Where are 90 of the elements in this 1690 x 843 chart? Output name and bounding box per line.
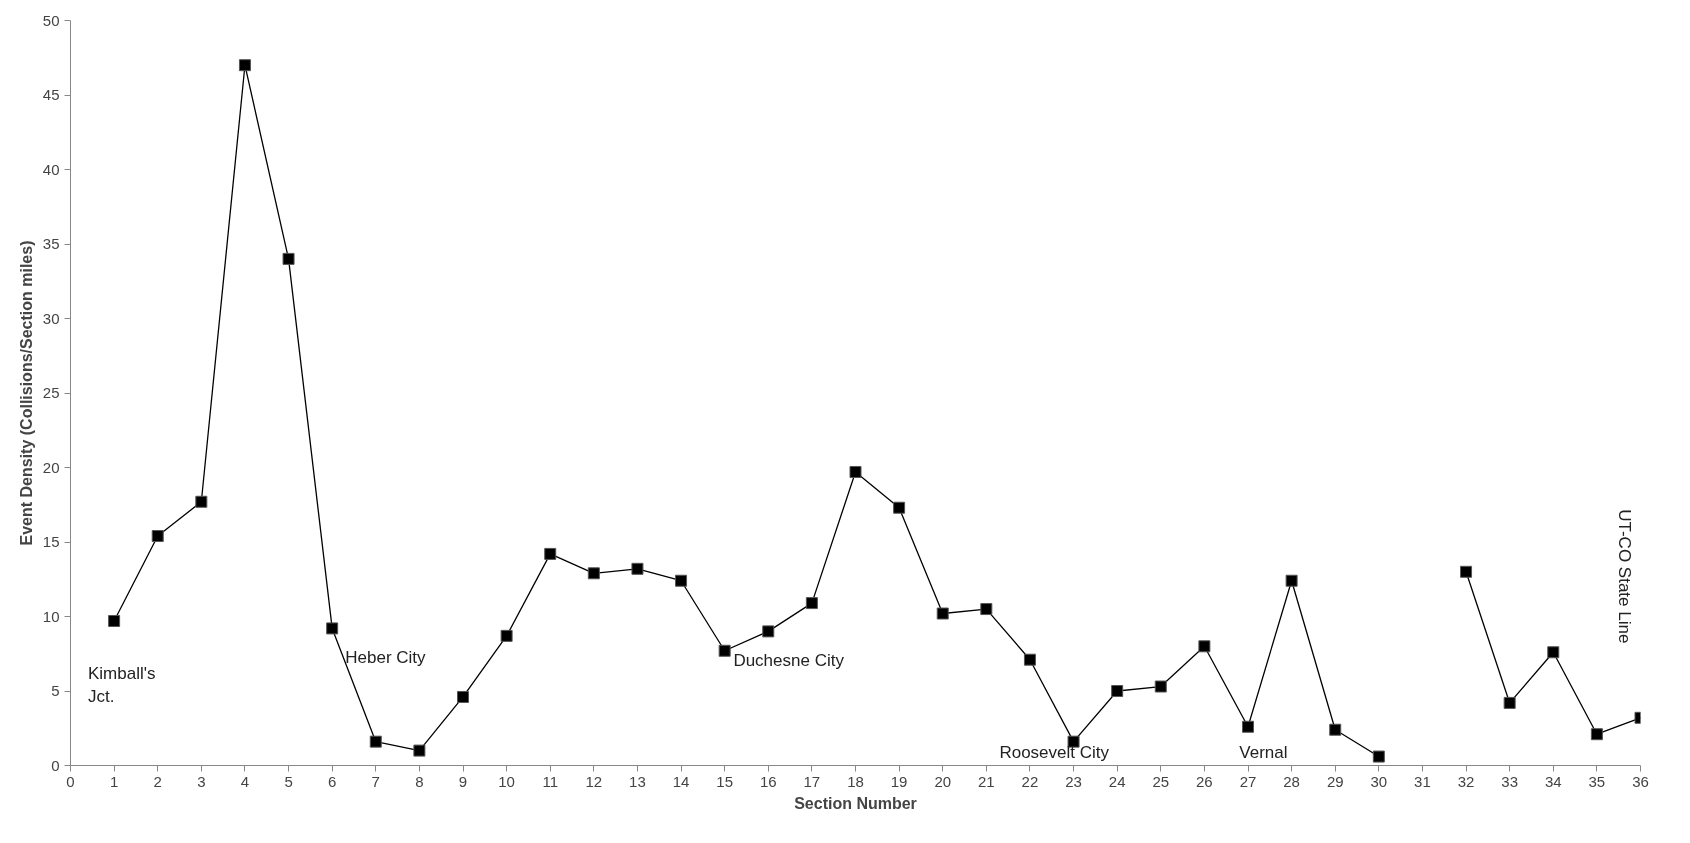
y-tick-label: 50 <box>42 11 60 29</box>
x-tick-label: 9 <box>458 772 468 790</box>
x-tick-label: 8 <box>415 772 424 790</box>
point <box>282 252 295 265</box>
point <box>151 530 164 543</box>
x-tick-label: 35 <box>1588 772 1606 790</box>
x-tick-label: 10 <box>498 772 515 790</box>
y-tick-label: 20 <box>42 458 60 476</box>
point <box>1285 574 1298 587</box>
point <box>805 597 818 610</box>
x-tick-label: 14 <box>672 772 690 790</box>
annotation: Vernal <box>1239 743 1288 763</box>
y-tick-label: 45 <box>42 86 60 103</box>
x-tick-label: 1 <box>109 772 119 790</box>
x-tick-label: 24 <box>1108 772 1126 790</box>
x-axis-title: Section Number <box>794 794 917 812</box>
point <box>631 562 644 575</box>
x-tick-label: 15 <box>716 772 734 790</box>
y-tick-label: 5 <box>51 682 60 699</box>
x-tick-label: 5 <box>284 772 293 790</box>
annotation: Heber City <box>345 647 427 667</box>
y-tick-label: 10 <box>42 607 60 625</box>
x-tick-label: 28 <box>1283 772 1300 790</box>
x-tick-label: 32 <box>1457 772 1475 790</box>
point <box>675 574 688 587</box>
point <box>893 501 906 514</box>
point <box>1242 720 1254 733</box>
point <box>980 603 993 616</box>
x-tick-label: 0 <box>66 772 75 790</box>
x-tick-label: 19 <box>890 772 908 790</box>
x-tick-label: 30 <box>1370 772 1388 790</box>
point <box>762 625 775 638</box>
x-tick-label: 12 <box>585 772 603 790</box>
x-tick-label: 11 <box>542 772 559 790</box>
point <box>1547 646 1560 659</box>
annotation: Kimball's Jct. <box>87 664 156 706</box>
point <box>500 629 513 642</box>
x-tick-label: 17 <box>803 772 821 790</box>
x-tick-label: 20 <box>934 772 952 790</box>
x-tick-label: 27 <box>1239 772 1257 790</box>
point <box>1154 680 1167 693</box>
point <box>413 744 426 757</box>
y-axis-title: Event Density (Collisions/Section miles) <box>17 240 35 546</box>
x-tick-label: 36 <box>1632 772 1649 790</box>
x-tick-label: 6 <box>328 772 337 790</box>
point <box>718 644 731 657</box>
x-tick-label: 21 <box>977 772 995 790</box>
y-tick-label: 40 <box>42 160 60 178</box>
point <box>195 495 208 508</box>
annotation: UT-CO State Line <box>1614 509 1634 644</box>
x-tick-label: 7 <box>371 772 380 790</box>
y-tick-label: 15 <box>42 533 60 550</box>
point <box>1198 640 1211 653</box>
x-tick-label: 33 <box>1501 772 1519 790</box>
y-tick-label: 0 <box>51 756 60 774</box>
annotation: Roosevelt City <box>999 743 1110 763</box>
x-tick-label: 2 <box>153 772 162 790</box>
annotation: Duchesne City <box>733 650 845 670</box>
y-tick-label: 30 <box>42 309 60 327</box>
x-tick-label: 18 <box>847 772 864 790</box>
y-tick-label: 25 <box>42 384 60 401</box>
x-tick-label: 25 <box>1152 772 1170 790</box>
point <box>849 465 862 478</box>
y-tick-label: 35 <box>42 235 60 252</box>
point <box>936 607 949 620</box>
x-tick-label: 13 <box>629 772 646 790</box>
x-tick-label: 16 <box>759 772 777 790</box>
point <box>1111 685 1124 697</box>
x-tick-label: 22 <box>1021 772 1039 790</box>
point <box>1023 653 1036 666</box>
point <box>1372 750 1385 763</box>
x-tick-label: 31 <box>1414 772 1431 790</box>
point <box>1503 696 1516 709</box>
point <box>1590 728 1603 741</box>
x-tick-label: 23 <box>1065 772 1082 790</box>
x-tick-label: 26 <box>1196 772 1213 790</box>
point <box>1460 565 1473 578</box>
x-tick-label: 29 <box>1326 772 1344 790</box>
point <box>1329 723 1342 736</box>
point <box>587 567 600 580</box>
point <box>1067 735 1080 748</box>
point <box>457 690 469 703</box>
point <box>108 614 121 627</box>
x-tick-label: 3 <box>197 772 206 790</box>
point <box>544 547 557 560</box>
x-tick-label: 4 <box>240 772 250 790</box>
point <box>238 59 251 72</box>
point <box>326 622 339 635</box>
x-tick-label: 34 <box>1544 772 1562 790</box>
point <box>369 735 382 748</box>
